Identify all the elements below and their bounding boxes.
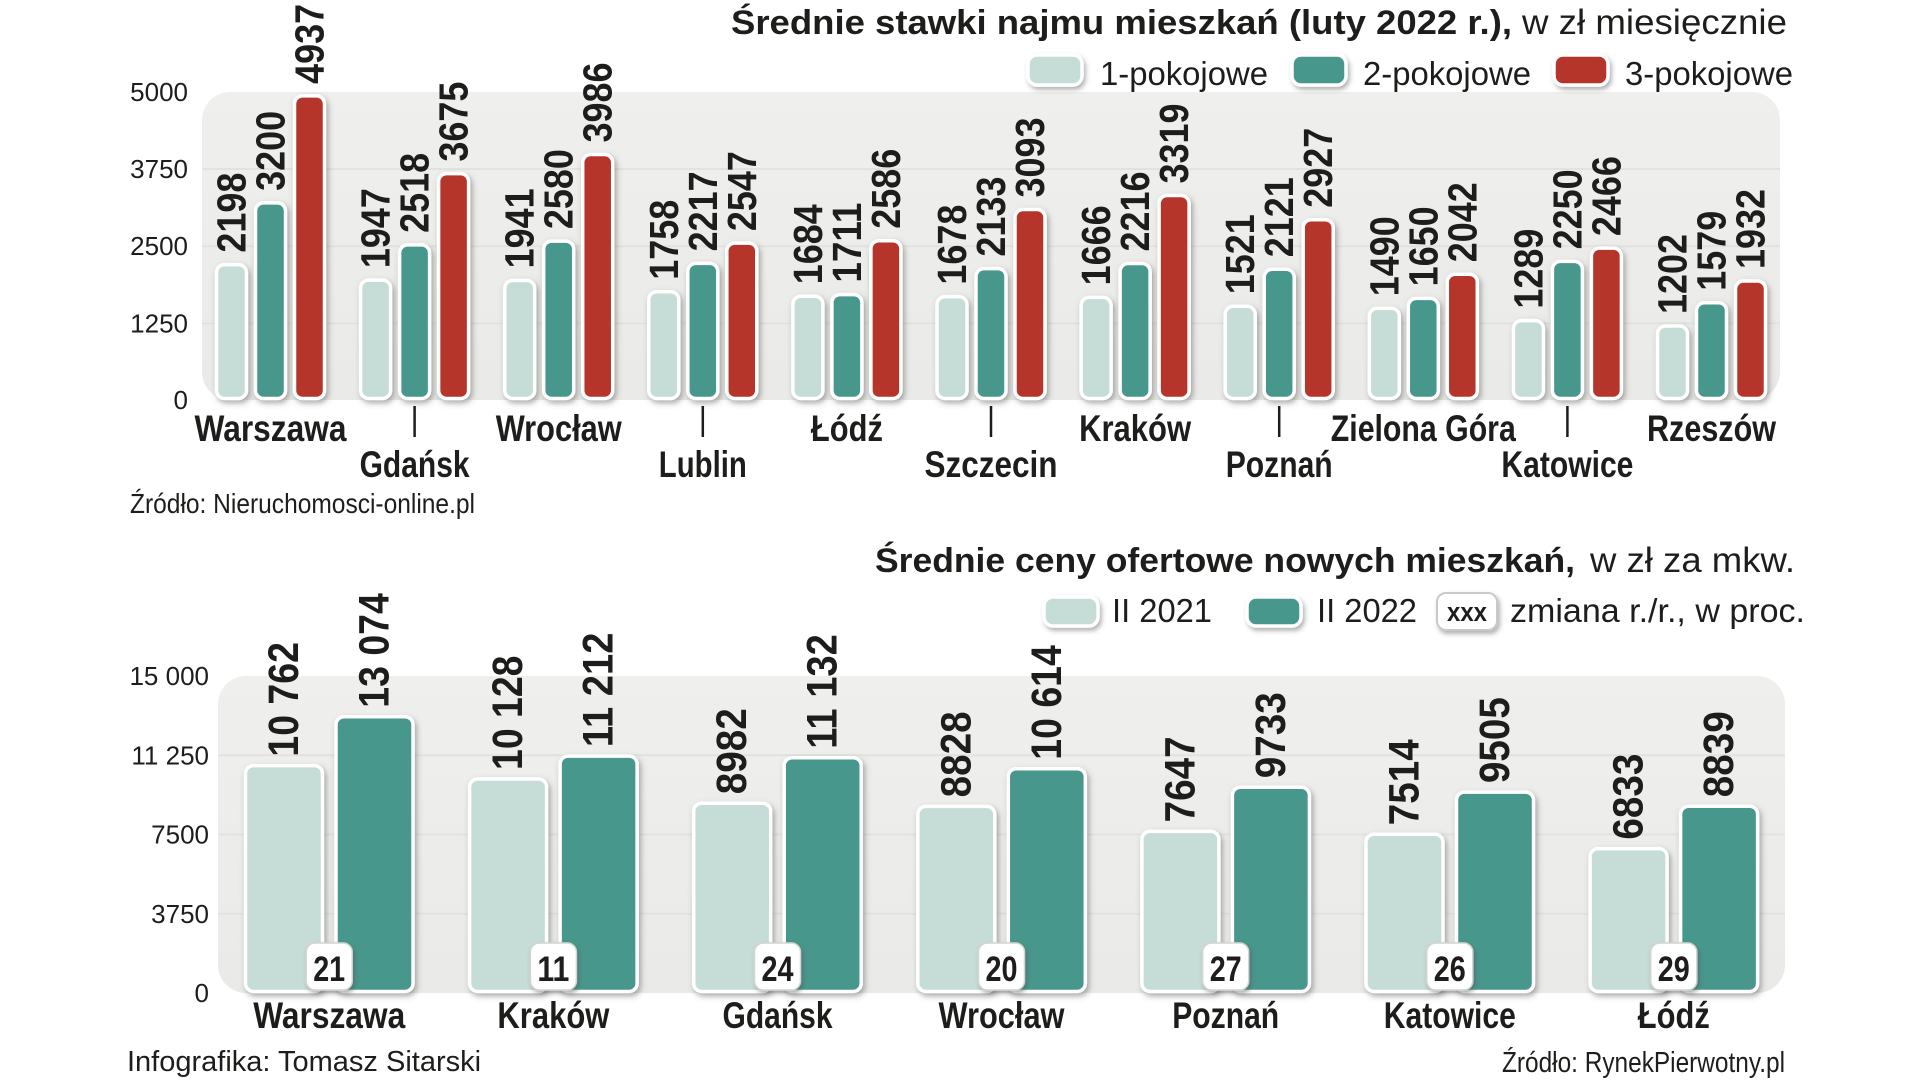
svg-text:10 128: 10 128 [484, 656, 532, 771]
svg-text:21: 21 [313, 950, 345, 989]
svg-text:Łódź: Łódź [811, 408, 883, 449]
svg-text:7514: 7514 [1381, 739, 1429, 825]
svg-text:3750: 3750 [130, 154, 188, 184]
svg-text:11: 11 [537, 950, 569, 989]
svg-text:2586: 2586 [863, 149, 909, 229]
svg-text:Warszawa: Warszawa [253, 995, 405, 1036]
svg-text:2-pokojowe: 2-pokojowe [1363, 55, 1531, 92]
svg-text:Źródło: Nieruchomosci-online.p: Źródło: Nieruchomosci-online.pl [130, 488, 475, 519]
svg-text:8982: 8982 [708, 708, 756, 794]
svg-text:2250: 2250 [1544, 169, 1590, 249]
svg-text:15 000: 15 000 [129, 661, 209, 691]
svg-text:7500: 7500 [151, 820, 209, 850]
svg-text:9733: 9733 [1247, 692, 1295, 778]
svg-text:2121: 2121 [1256, 177, 1302, 257]
svg-text:xxx: xxx [1447, 597, 1487, 627]
svg-text:zmiana r./r., w proc.: zmiana r./r., w proc. [1510, 592, 1805, 629]
svg-text:Średnie ceny ofertowe nowych m: Średnie ceny ofertowe nowych mieszkań, [875, 542, 1575, 580]
svg-text:2518: 2518 [392, 153, 438, 233]
svg-text:3200: 3200 [248, 111, 294, 191]
svg-text:2580: 2580 [536, 149, 582, 229]
svg-text:2466: 2466 [1583, 156, 1629, 236]
svg-text:Średnie stawki najmu mieszkań: Średnie stawki najmu mieszkań (luty 2022… [731, 4, 1512, 42]
svg-text:Infografika: Tomasz Sitarski: Infografika: Tomasz Sitarski [127, 1046, 481, 1078]
svg-text:1202: 1202 [1650, 234, 1696, 314]
svg-text:Lublin: Lublin [659, 444, 747, 485]
svg-text:11 132: 11 132 [799, 634, 847, 749]
svg-text:2042: 2042 [1439, 182, 1485, 262]
svg-text:3986: 3986 [575, 63, 621, 143]
svg-text:6833: 6833 [1605, 754, 1653, 840]
svg-text:1650: 1650 [1400, 206, 1446, 286]
svg-text:3319: 3319 [1151, 104, 1197, 184]
svg-text:0: 0 [195, 978, 209, 1008]
svg-text:w zł za mkw.: w zł za mkw. [1589, 541, 1795, 580]
svg-text:2217: 2217 [680, 171, 726, 251]
svg-text:1758: 1758 [641, 200, 687, 280]
svg-text:7647: 7647 [1156, 736, 1204, 822]
svg-text:2927: 2927 [1295, 128, 1341, 208]
svg-text:Szczecin: Szczecin [925, 444, 1058, 485]
svg-text:Warszawa: Warszawa [195, 408, 347, 449]
svg-text:1490: 1490 [1361, 216, 1407, 296]
svg-text:Katowice: Katowice [1384, 995, 1516, 1036]
svg-text:9505: 9505 [1471, 697, 1519, 783]
svg-text:3675: 3675 [431, 82, 477, 162]
svg-text:3-pokojowe: 3-pokojowe [1625, 55, 1793, 92]
svg-text:Kraków: Kraków [1079, 408, 1191, 449]
svg-text:Wrocław: Wrocław [496, 408, 622, 449]
svg-text:26: 26 [1434, 950, 1466, 989]
svg-text:2547: 2547 [719, 151, 765, 231]
svg-text:1684: 1684 [785, 204, 831, 284]
svg-text:Rzeszów: Rzeszów [1647, 408, 1776, 449]
svg-text:13 074: 13 074 [351, 593, 399, 708]
svg-text:20: 20 [986, 950, 1018, 989]
svg-text:29: 29 [1658, 950, 1690, 989]
svg-text:1678: 1678 [929, 205, 975, 285]
svg-text:II 2021: II 2021 [1112, 592, 1212, 629]
svg-text:Poznań: Poznań [1226, 444, 1333, 485]
svg-text:8839: 8839 [1695, 711, 1743, 797]
svg-text:8828: 8828 [932, 711, 980, 797]
svg-text:2133: 2133 [968, 177, 1014, 257]
svg-text:3093: 3093 [1007, 118, 1053, 198]
svg-text:11 250: 11 250 [131, 740, 209, 770]
svg-text:1250: 1250 [130, 308, 188, 338]
svg-text:1-pokojowe: 1-pokojowe [1100, 55, 1268, 92]
svg-text:2500: 2500 [130, 231, 188, 261]
svg-text:1579: 1579 [1689, 211, 1735, 291]
svg-text:1289: 1289 [1505, 229, 1551, 309]
svg-text:1521: 1521 [1217, 214, 1263, 294]
svg-text:0: 0 [174, 385, 188, 415]
svg-text:II 2022: II 2022 [1317, 592, 1417, 629]
svg-text:24: 24 [762, 950, 794, 989]
svg-text:Źródło: RynekPierwotny.pl: Źródło: RynekPierwotny.pl [1502, 1046, 1785, 1079]
svg-text:10 614: 10 614 [1023, 645, 1071, 760]
svg-text:1711: 1711 [824, 203, 870, 283]
svg-text:1947: 1947 [353, 188, 399, 268]
svg-text:1666: 1666 [1073, 205, 1119, 285]
svg-text:11 212: 11 212 [575, 633, 623, 748]
svg-text:4937: 4937 [287, 4, 333, 84]
svg-text:3750: 3750 [151, 899, 209, 929]
svg-text:2198: 2198 [209, 173, 255, 253]
svg-text:10 762: 10 762 [260, 642, 308, 757]
svg-text:Zielona Góra: Zielona Góra [1331, 408, 1516, 449]
svg-text:Gdańsk: Gdańsk [360, 444, 470, 485]
svg-text:1932: 1932 [1728, 189, 1774, 269]
svg-text:Poznań: Poznań [1172, 995, 1279, 1036]
svg-text:2216: 2216 [1112, 172, 1158, 252]
svg-text:Łódź: Łódź [1638, 995, 1710, 1036]
svg-text:1941: 1941 [497, 188, 543, 268]
svg-text:Wrocław: Wrocław [939, 995, 1065, 1036]
svg-text:27: 27 [1210, 950, 1242, 989]
svg-text:Kraków: Kraków [497, 995, 609, 1036]
svg-text:w zł miesięcznie: w zł miesięcznie [1521, 3, 1787, 42]
svg-text:5000: 5000 [130, 77, 188, 107]
svg-text:Katowice: Katowice [1501, 444, 1633, 485]
svg-text:Gdańsk: Gdańsk [723, 995, 833, 1036]
